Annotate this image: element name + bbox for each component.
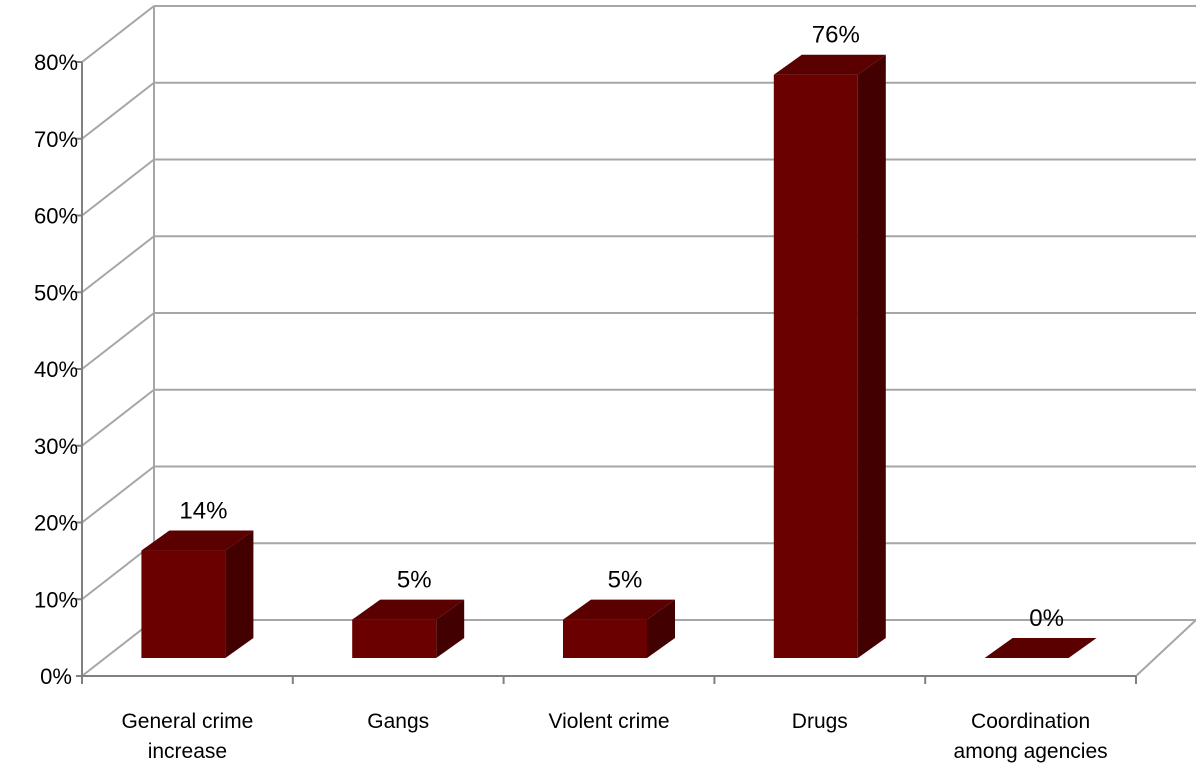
bar: [773, 54, 886, 658]
bar: [984, 638, 1097, 658]
bar-top: [352, 599, 465, 620]
y-tick-label: 20%: [34, 511, 78, 536]
gridline-diagonal: [81, 235, 155, 294]
bar: [141, 530, 254, 658]
x-category-label-line: increase: [148, 740, 227, 763]
x-category-label: General crime increase: [121, 710, 253, 763]
gridline-diagonal: [81, 158, 155, 217]
y-tick-labels: 0% 10% 20% 30% 40% 50% 60% 70% 80%: [34, 50, 78, 689]
data-label: 14%: [179, 498, 227, 525]
bar-top: [984, 638, 1097, 658]
y-tick-label: 60%: [34, 204, 78, 229]
floor-right-edge: [1135, 619, 1196, 677]
y-tick-label: 40%: [34, 357, 78, 382]
x-category-label-line: Violent crime: [549, 710, 670, 733]
x-category-label-line: General crime: [121, 710, 253, 733]
bar-side: [436, 599, 465, 658]
x-category-label-line: Coordination: [971, 710, 1090, 733]
bar-front: [141, 550, 226, 658]
data-label: 5%: [397, 567, 432, 594]
x-category-label: Gangs: [367, 710, 429, 733]
x-category-label: Drugs: [792, 710, 848, 733]
gridline-diagonal: [81, 388, 155, 447]
y-tick-label: 30%: [34, 434, 78, 459]
bar-top: [773, 54, 886, 75]
x-category-label: Coordination among agencies: [954, 710, 1108, 763]
y-tick-label: 10%: [34, 587, 78, 612]
y-tick-label: 0%: [40, 664, 72, 689]
gridline-diagonal: [81, 81, 155, 140]
x-category-label-line: among agencies: [954, 740, 1108, 763]
x-category-label: Violent crime: [549, 710, 670, 733]
data-label: 0%: [1029, 605, 1064, 632]
x-category-label-line: Gangs: [367, 710, 429, 733]
bar: [352, 599, 465, 658]
y-tick-label: 80%: [34, 50, 78, 75]
bar-side: [857, 54, 886, 658]
data-label: 76%: [812, 22, 860, 49]
bar-front: [773, 74, 858, 658]
gridline-diagonal: [81, 5, 155, 63]
axes: [76, 61, 1137, 684]
bars: [141, 54, 1097, 658]
bar-front: [563, 619, 647, 658]
y-tick-label: 50%: [34, 280, 78, 305]
bar-front: [352, 619, 437, 658]
bar-side: [225, 530, 254, 658]
category-labels: General crime increase Gangs Violent crime D…: [121, 710, 1107, 763]
data-labels: 14% 5% 5% 76% 0%: [179, 22, 1064, 632]
bar-side: [647, 599, 675, 658]
data-label: 5%: [608, 567, 643, 594]
x-category-label-line: Drugs: [792, 710, 848, 733]
bar: [563, 599, 675, 658]
bar-top: [141, 530, 254, 551]
gridline-diagonal: [81, 312, 155, 370]
y-tick-label: 70%: [34, 127, 78, 152]
gridlines: [81, 5, 1196, 677]
gridline-diagonal: [81, 465, 155, 524]
bar-top: [563, 599, 675, 620]
